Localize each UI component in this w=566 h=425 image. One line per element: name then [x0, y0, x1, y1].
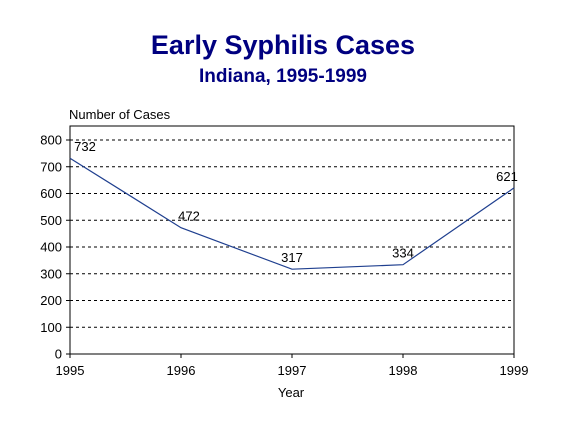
y-tick-label: 800	[40, 133, 62, 148]
y-axis: 0 100 200 300 400 500 600 700 800	[40, 133, 70, 362]
chart-title: Early Syphilis Cases	[150, 30, 416, 60]
x-tick-label: 1998	[389, 363, 418, 378]
data-labels: 732 472 317 334 621	[74, 139, 518, 265]
y-tick-label: 0	[55, 347, 62, 362]
gridlines	[70, 139, 514, 328]
data-label: 732	[74, 139, 96, 154]
y-axis-title: Number of Cases	[69, 107, 171, 122]
y-tick-label: 700	[40, 159, 62, 174]
x-tick-label: 1996	[167, 363, 196, 378]
x-tick-label: 1999	[500, 363, 529, 378]
data-label: 472	[178, 209, 200, 224]
x-axis: 1995 1996 1997 1998 1999	[56, 354, 529, 378]
y-tick-label: 500	[40, 213, 62, 228]
y-tick-label: 400	[40, 240, 62, 255]
data-label: 621	[496, 169, 518, 184]
plot-area	[69, 125, 515, 355]
x-tick-label: 1997	[278, 363, 307, 378]
chart-subtitle: Indiana, 1995-1999	[199, 66, 367, 87]
y-tick-label: 100	[40, 320, 62, 335]
data-label: 334	[392, 246, 414, 261]
y-tick-label: 600	[40, 186, 62, 201]
y-tick-label: 200	[40, 293, 62, 308]
x-axis-title: Year	[278, 385, 305, 400]
x-tick-label: 1995	[56, 363, 85, 378]
y-tick-label: 300	[40, 266, 62, 281]
series-line	[69, 157, 515, 270]
data-label: 317	[281, 250, 303, 265]
